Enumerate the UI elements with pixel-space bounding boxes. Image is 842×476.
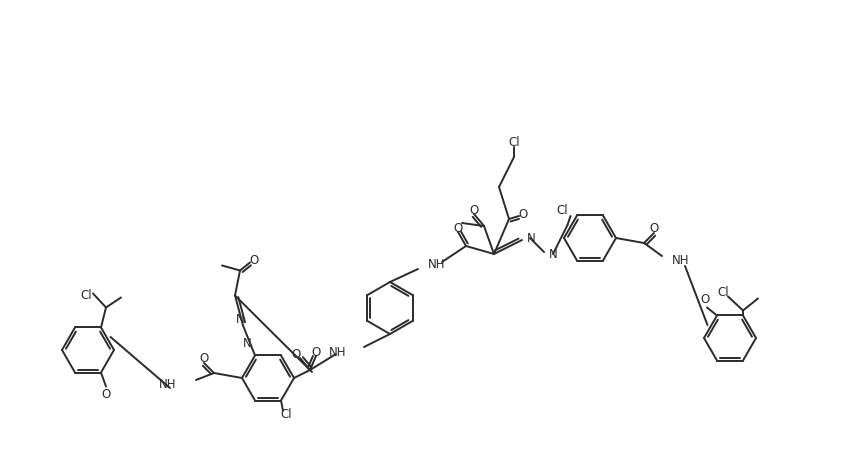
Text: O: O <box>453 221 462 235</box>
Text: Cl: Cl <box>80 289 92 302</box>
Text: N: N <box>236 313 244 326</box>
Text: Cl: Cl <box>280 408 292 421</box>
Text: Cl: Cl <box>717 286 729 299</box>
Text: NH: NH <box>158 378 176 391</box>
Text: N: N <box>242 337 252 350</box>
Text: N: N <box>527 231 536 245</box>
Text: O: O <box>312 346 321 358</box>
Text: O: O <box>649 222 658 236</box>
Text: O: O <box>291 347 301 360</box>
Text: Cl: Cl <box>557 205 568 218</box>
Text: NH: NH <box>428 258 445 270</box>
Text: O: O <box>701 293 710 306</box>
Text: O: O <box>469 204 478 217</box>
Text: NH: NH <box>672 255 690 268</box>
Text: N: N <box>549 248 557 261</box>
Text: O: O <box>200 353 209 366</box>
Text: O: O <box>249 254 258 267</box>
Text: NH: NH <box>328 346 346 358</box>
Text: O: O <box>519 208 528 220</box>
Text: O: O <box>101 388 110 401</box>
Text: Cl: Cl <box>509 137 520 149</box>
